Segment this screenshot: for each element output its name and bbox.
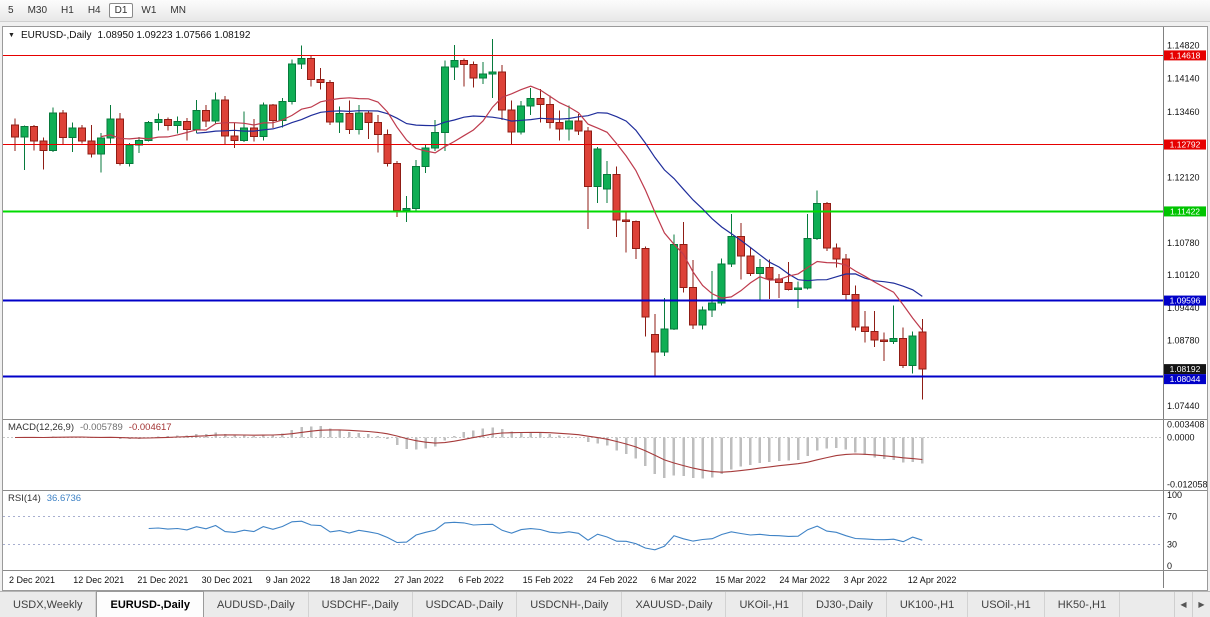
- macd-main-value: -0.005789: [80, 422, 123, 433]
- chart-tabs-bar: USDX,Weekly EURUSD-,Daily AUDUSD-,Daily USD…: [0, 591, 1210, 617]
- price-chart-canvas[interactable]: 1.14820 1.14140 1.13460 1.12120 1.10780 1.101…: [3, 27, 1207, 419]
- chart-dropdown-icon[interactable]: ▼: [8, 32, 15, 39]
- svg-text:70: 70: [1167, 511, 1177, 521]
- svg-text:1.09596: 1.09596: [1170, 296, 1201, 306]
- price-badge: [1164, 206, 1206, 217]
- svg-text:1.09440: 1.09440: [1167, 303, 1200, 313]
- tab-scrollers: ◀ ▶: [1174, 592, 1210, 617]
- chart-tab-xauusd-daily[interactable]: XAUUSD-,Daily: [622, 592, 727, 617]
- rsi-title: RSI(14): [8, 493, 41, 504]
- chart-window: 1.14820 1.14140 1.13460 1.12120 1.10780 1.101…: [2, 26, 1208, 591]
- svg-text:12 Apr 2022: 12 Apr 2022: [908, 575, 957, 585]
- svg-text:3 Apr 2022: 3 Apr 2022: [844, 575, 888, 585]
- chart-tab-dj30-daily[interactable]: DJ30-,Daily: [803, 592, 887, 617]
- chart-tab-hk50-h1[interactable]: HK50-,H1: [1045, 592, 1121, 617]
- svg-text:6 Feb 2022: 6 Feb 2022: [458, 575, 504, 585]
- price-badge: [1164, 139, 1206, 150]
- price-badge: [1164, 374, 1206, 385]
- timeframe-button-m30[interactable]: M30: [27, 5, 48, 16]
- chart-title: ▼ EURUSD-,Daily 1.08950 1.09223 1.07566 …: [8, 30, 250, 41]
- svg-text:24 Mar 2022: 24 Mar 2022: [779, 575, 830, 585]
- chart-tab-usdcad-daily[interactable]: USDCAD-,Daily: [413, 592, 518, 617]
- svg-text:9 Jan 2022: 9 Jan 2022: [266, 575, 311, 585]
- svg-text:1.13460: 1.13460: [1167, 107, 1200, 117]
- chart-symbol-label: EURUSD-,Daily: [20, 30, 92, 41]
- svg-text:1.12792: 1.12792: [1170, 140, 1201, 150]
- svg-text:1.08780: 1.08780: [1167, 335, 1200, 345]
- svg-text:1.12120: 1.12120: [1167, 172, 1200, 182]
- macd-title: MACD(12,26,9): [8, 422, 74, 433]
- macd-label: MACD(12,26,9) -0.005789 -0.004617: [8, 422, 172, 433]
- chart-ohlc-values: 1.08950 1.09223 1.07566 1.08192: [97, 30, 251, 41]
- svg-text:1.08044: 1.08044: [1170, 374, 1201, 384]
- timeframe-button-5[interactable]: 5: [8, 5, 14, 16]
- svg-text:1.14140: 1.14140: [1167, 74, 1200, 84]
- chart-tab-usoil-h1[interactable]: USOil-,H1: [968, 592, 1045, 617]
- rsi-value: 36.6736: [46, 493, 82, 504]
- horizontal-level-lines: [3, 54, 1163, 378]
- macd-pane: 0.003408 0.0000 -0.012058 MACD(12,26,9) -0…: [3, 420, 1207, 491]
- svg-text:-0.012058: -0.012058: [1167, 479, 1207, 489]
- svg-text:1.10780: 1.10780: [1167, 238, 1200, 248]
- rsi-label: RSI(14) 36.6736: [8, 493, 81, 504]
- price-axis[interactable]: 1.14820 1.14140 1.13460 1.12120 1.10780 1.101…: [1163, 27, 1207, 419]
- tab-scroll-right-button[interactable]: ▶: [1192, 592, 1210, 617]
- svg-text:21 Dec 2021: 21 Dec 2021: [137, 575, 188, 585]
- svg-text:24 Feb 2022: 24 Feb 2022: [587, 575, 638, 585]
- svg-text:0: 0: [1167, 561, 1172, 570]
- rsi-chart-canvas[interactable]: 100 70 30 0: [3, 491, 1207, 570]
- time-axis-labels: 2 Dec 2021 12 Dec 2021 21 Dec 2021 30 Dec 2…: [9, 575, 956, 585]
- chart-tab-usdx-weekly[interactable]: USDX,Weekly: [0, 592, 97, 617]
- svg-text:15 Feb 2022: 15 Feb 2022: [523, 575, 574, 585]
- timeframe-toolbar: 5 M30 H1 H4 D1 W1 MN: [0, 0, 1210, 22]
- macd-axis[interactable]: 0.003408 0.0000 -0.012058: [1163, 420, 1207, 490]
- timeframe-button-h1[interactable]: H1: [61, 5, 74, 16]
- time-axis-canvas[interactable]: 2 Dec 2021 12 Dec 2021 21 Dec 2021 30 Dec 2…: [3, 571, 1207, 588]
- svg-text:1.11422: 1.11422: [1170, 206, 1200, 216]
- svg-text:18 Jan 2022: 18 Jan 2022: [330, 575, 380, 585]
- price-badge: [1164, 364, 1206, 375]
- svg-text:1.14820: 1.14820: [1167, 41, 1200, 51]
- chart-tab-eurusd-daily[interactable]: EURUSD-,Daily: [96, 591, 204, 617]
- timeframe-button-d1[interactable]: D1: [108, 3, 134, 18]
- timeframe-button-w1[interactable]: W1: [141, 5, 157, 16]
- tab-scroll-left-button[interactable]: ◀: [1174, 592, 1192, 617]
- candles-layer: [11, 39, 927, 400]
- svg-text:1.14618: 1.14618: [1170, 50, 1201, 60]
- timeframe-button-mn[interactable]: MN: [170, 5, 186, 16]
- macd-histogram: [23, 426, 924, 479]
- chart-tab-audusd-daily[interactable]: AUDUSD-,Daily: [204, 592, 309, 617]
- macd-signal-value: -0.004617: [128, 422, 172, 433]
- chart-tab-ukoil-h1[interactable]: UKOil-,H1: [726, 592, 803, 617]
- macd-chart-canvas[interactable]: 0.003408 0.0000 -0.012058: [3, 420, 1207, 490]
- svg-text:1.07440: 1.07440: [1167, 401, 1200, 411]
- price-badge: [1164, 295, 1206, 306]
- svg-text:27 Jan 2022: 27 Jan 2022: [394, 575, 444, 585]
- chart-tab-usdcnh-daily[interactable]: USDCNH-,Daily: [517, 592, 623, 617]
- rsi-pane: 100 70 30 0 RSI(14) 36.6736: [3, 491, 1207, 571]
- moving-averages-layer: [100, 85, 923, 331]
- macd-signal-line: [14, 429, 923, 473]
- svg-text:15 Mar 2022: 15 Mar 2022: [715, 575, 766, 585]
- svg-text:0.0000: 0.0000: [1167, 433, 1195, 443]
- svg-text:1.08192: 1.08192: [1170, 364, 1201, 374]
- chart-tab-usdchf-daily[interactable]: USDCHF-,Daily: [309, 592, 413, 617]
- price-pane: 1.14820 1.14140 1.13460 1.12120 1.10780 1.101…: [3, 27, 1207, 420]
- svg-text:2 Dec 2021: 2 Dec 2021: [9, 575, 55, 585]
- svg-text:6 Mar 2022: 6 Mar 2022: [651, 575, 697, 585]
- time-axis: 2 Dec 2021 12 Dec 2021 21 Dec 2021 30 Dec 2…: [3, 571, 1207, 588]
- rsi-line: [148, 520, 923, 551]
- rsi-axis[interactable]: 100 70 30 0: [1163, 491, 1207, 570]
- svg-text:100: 100: [1167, 491, 1182, 500]
- timeframe-button-h4[interactable]: H4: [87, 5, 101, 16]
- svg-text:1.10120: 1.10120: [1167, 270, 1200, 280]
- chart-tab-uk100-h1[interactable]: UK100-,H1: [887, 592, 969, 617]
- price-badge: [1164, 50, 1206, 61]
- svg-text:12 Dec 2021: 12 Dec 2021: [73, 575, 124, 585]
- svg-text:0.003408: 0.003408: [1167, 420, 1205, 429]
- svg-text:30: 30: [1167, 540, 1177, 550]
- svg-text:30 Dec 2021: 30 Dec 2021: [202, 575, 253, 585]
